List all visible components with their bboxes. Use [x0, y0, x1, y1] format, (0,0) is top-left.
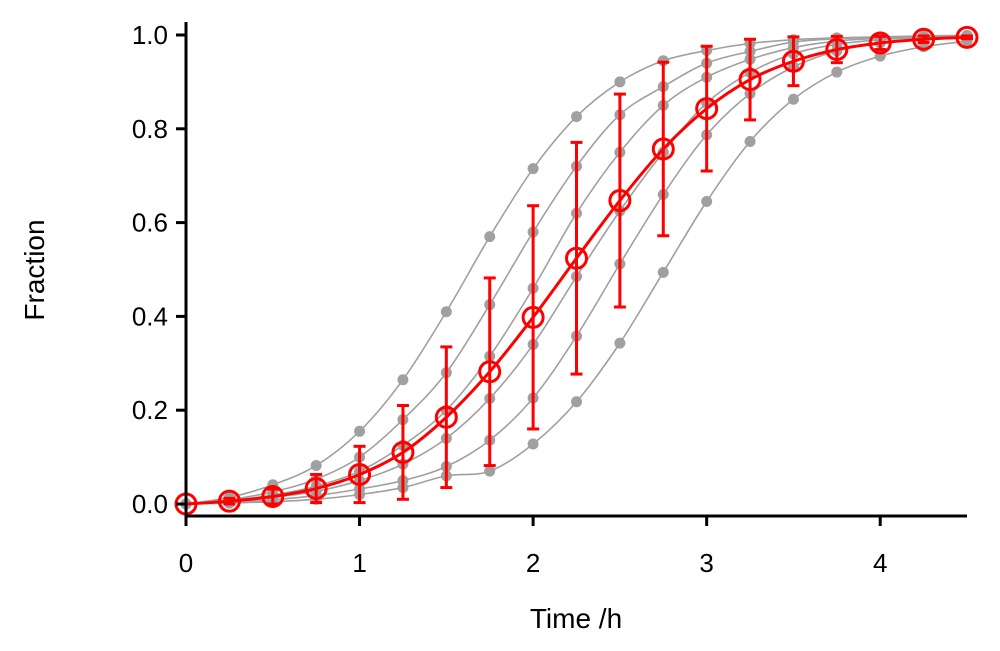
x-tick-label: 2	[526, 548, 540, 578]
mean-point	[651, 137, 675, 161]
mean-curve	[185, 35, 968, 506]
individual-point	[527, 163, 539, 175]
x-tick-label: 1	[352, 548, 366, 578]
mean-point	[738, 68, 762, 92]
individual-point	[701, 195, 713, 207]
y-axis-label: Fraction	[19, 219, 50, 320]
individual-point	[484, 465, 496, 477]
mean-point	[565, 246, 588, 270]
y-tick-label: 0.8	[132, 114, 168, 144]
axes: 0.0 0.2 0.4 0.6 0.8 1.0 0 1 2 3 4	[132, 20, 967, 578]
individual-point	[744, 135, 756, 147]
individual-point	[310, 460, 322, 472]
individual-point	[831, 66, 843, 78]
individual-point	[354, 425, 366, 437]
individual-point	[484, 231, 496, 243]
individual-point	[527, 438, 539, 450]
x-tick-label: 4	[873, 548, 887, 578]
y-tick-label: 0.2	[132, 395, 168, 425]
individual-point	[657, 266, 669, 278]
mean-point	[391, 440, 415, 464]
y-tick-label: 0.6	[132, 208, 168, 238]
mean-point	[478, 360, 502, 384]
mean-point	[781, 49, 805, 73]
y-tick-label: 1.0	[132, 20, 168, 50]
individual-point	[571, 111, 582, 123]
mean-point	[217, 489, 241, 513]
mean-point	[304, 477, 328, 501]
mean-point	[348, 462, 372, 486]
individual-point	[397, 374, 409, 386]
individual-point	[440, 306, 452, 318]
mean-point	[912, 27, 936, 51]
mean-point	[955, 25, 979, 49]
mean-point	[695, 97, 719, 121]
mean-point	[608, 189, 632, 213]
x-tick-label: 0	[179, 548, 193, 578]
mean-point	[521, 305, 545, 329]
mean-point	[825, 38, 849, 62]
y-tick-label: 0.0	[132, 489, 168, 519]
individual-point	[614, 76, 626, 88]
mean-point	[868, 31, 892, 55]
mean-point	[434, 405, 458, 429]
x-axis-label: Time /h	[530, 603, 622, 634]
individual-point	[787, 93, 799, 105]
x-tick-label: 3	[699, 548, 713, 578]
mean-series	[174, 25, 979, 516]
mean-point	[261, 484, 285, 508]
individual-point	[571, 396, 582, 408]
individual-point	[614, 337, 626, 349]
y-tick-label: 0.4	[132, 301, 168, 331]
